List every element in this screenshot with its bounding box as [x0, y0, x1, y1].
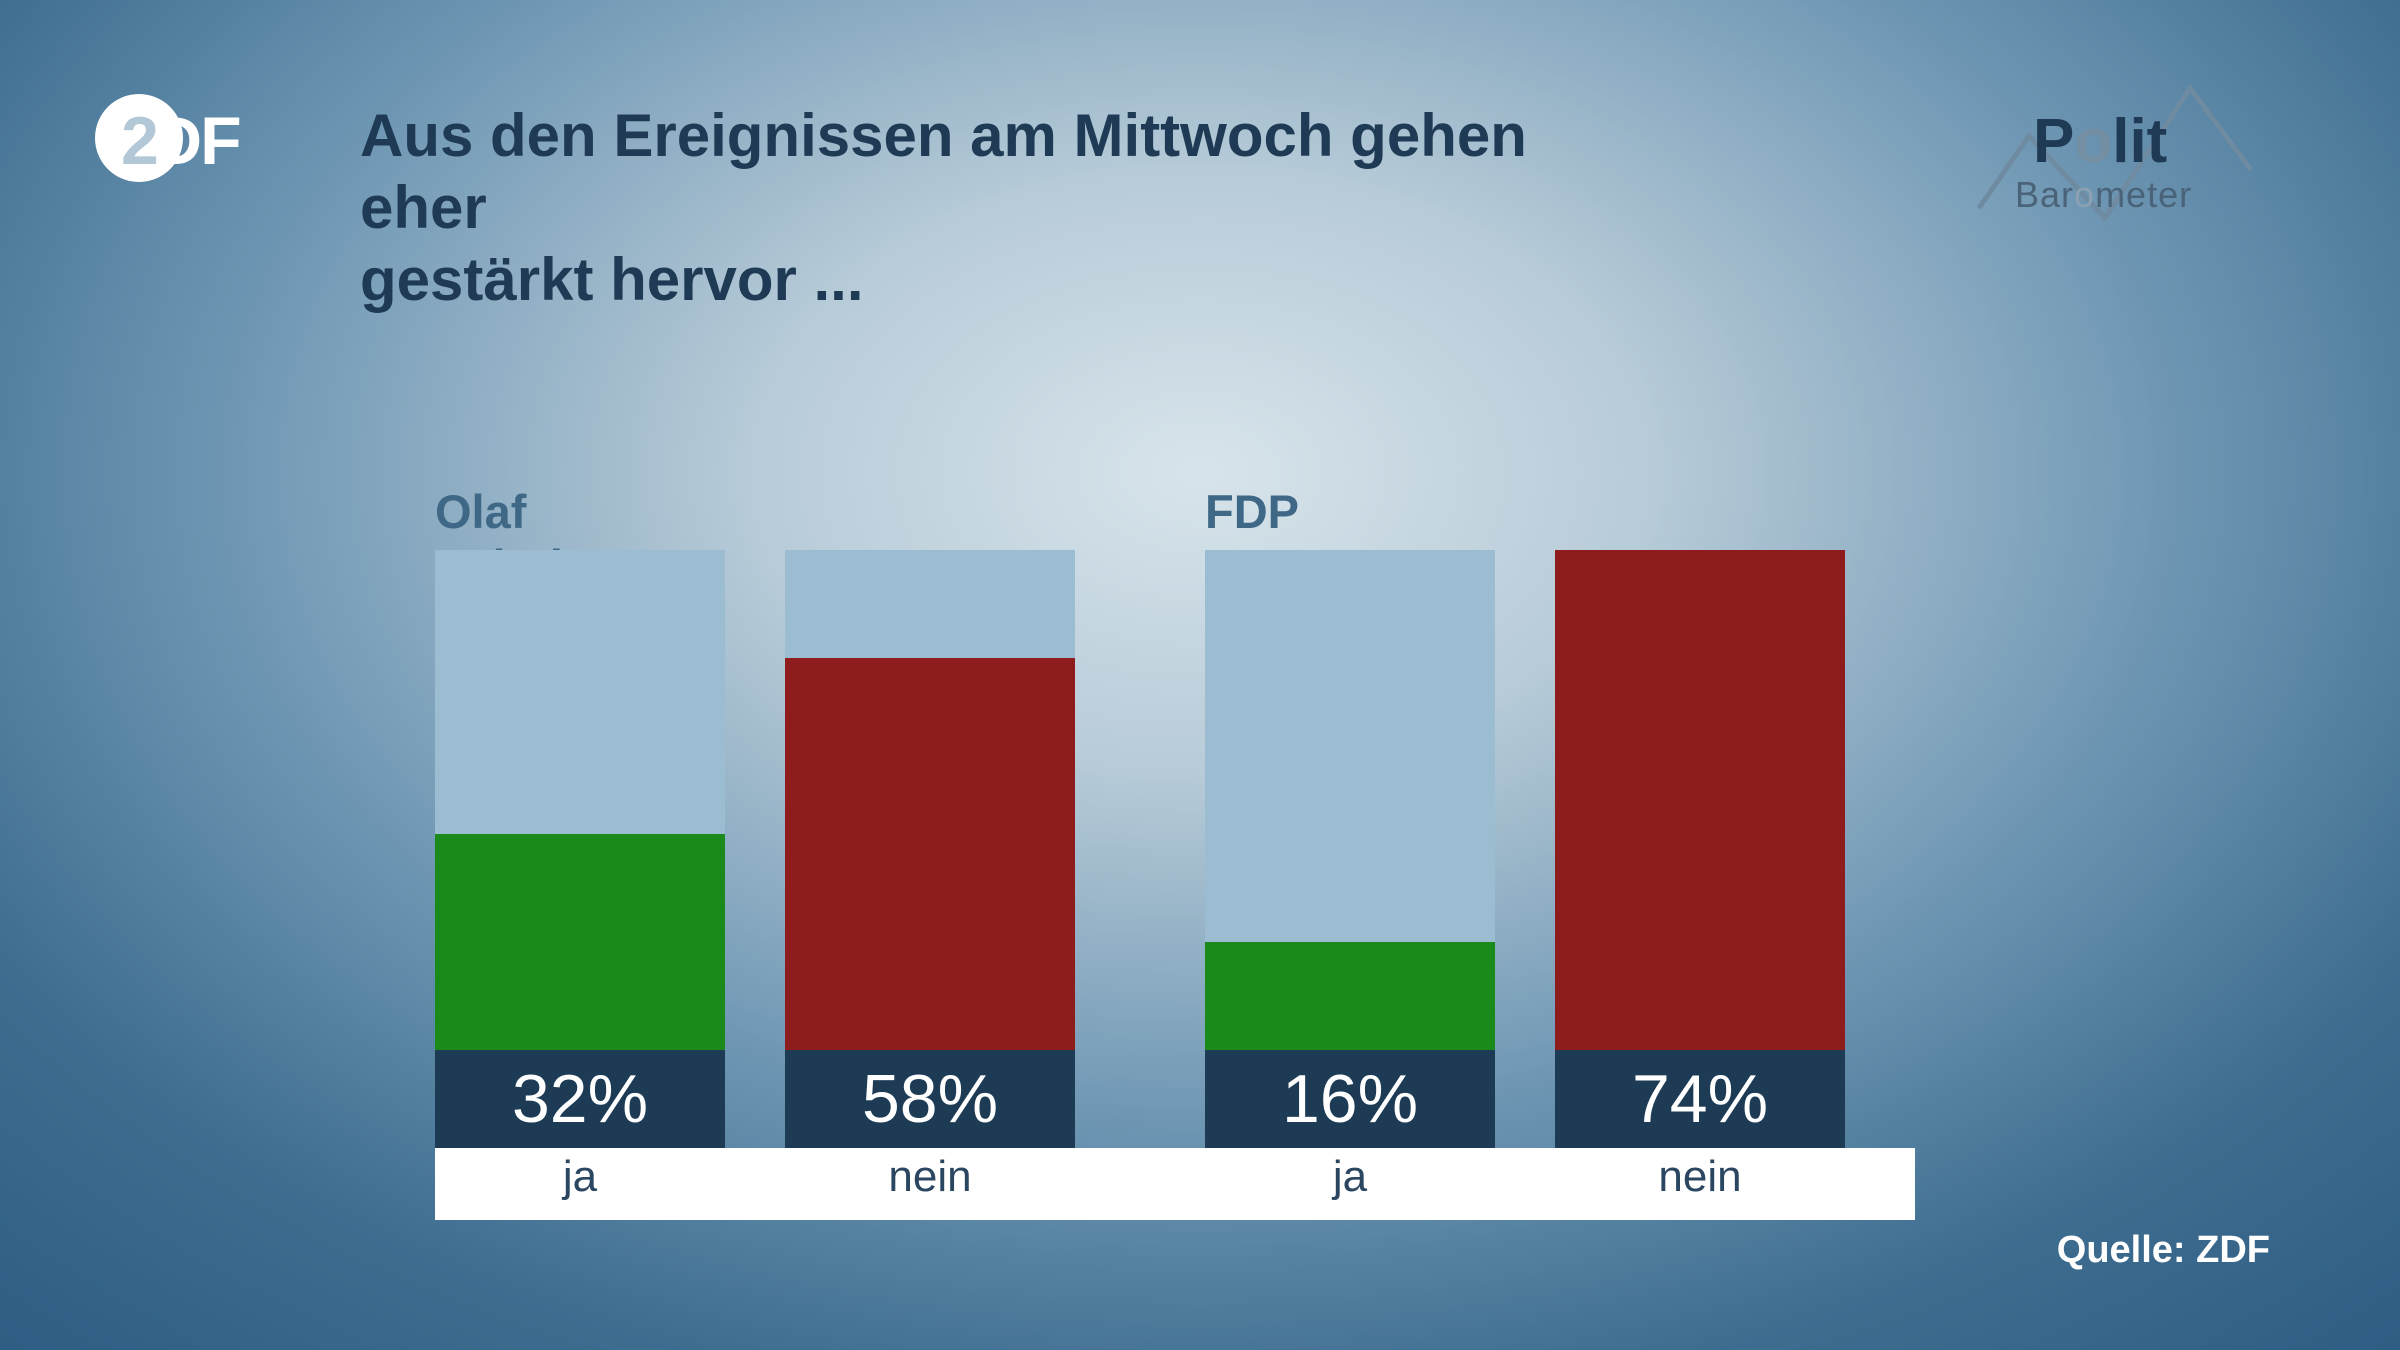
politbarometer-logo: Polit Barometer [1945, 78, 2285, 228]
bar-track [1205, 550, 1495, 1050]
zdf-logo: 2 DF [95, 100, 255, 175]
bar-value: 58% [785, 1050, 1075, 1148]
chart-group-label: FDP [1205, 484, 1299, 539]
bar-fill-no [1555, 550, 1845, 1050]
chart-title: Aus den Ereignissen am Mittwoch gehen eh… [360, 100, 1560, 316]
bar-track [435, 550, 725, 1050]
bar-value: 74% [1555, 1050, 1845, 1148]
bar-answer-label: ja [1205, 1152, 1495, 1202]
politbarometer-line1: Polit [2033, 106, 2167, 177]
chart-title-line2: gestärkt hervor ... [360, 244, 1560, 316]
bar-answer-label: ja [435, 1152, 725, 1202]
source-label: Quelle: ZDF [2057, 1229, 2270, 1272]
bar-value: 32% [435, 1050, 725, 1148]
bar-answer-label: nein [785, 1152, 1075, 1202]
chart-title-line1: Aus den Ereignissen am Mittwoch gehen eh… [360, 100, 1560, 244]
politbarometer-line2: Barometer [2015, 174, 2192, 216]
bar-fill-yes [435, 834, 725, 1050]
bar-answer-label: nein [1555, 1152, 1845, 1202]
bar-track [785, 550, 1075, 1050]
bar-fill-no [785, 658, 1075, 1050]
bar-track [1555, 550, 1845, 1050]
bar-value: 16% [1205, 1050, 1495, 1148]
zdf-logo-text: DF [153, 102, 240, 180]
bar-fill-yes [1205, 942, 1495, 1050]
